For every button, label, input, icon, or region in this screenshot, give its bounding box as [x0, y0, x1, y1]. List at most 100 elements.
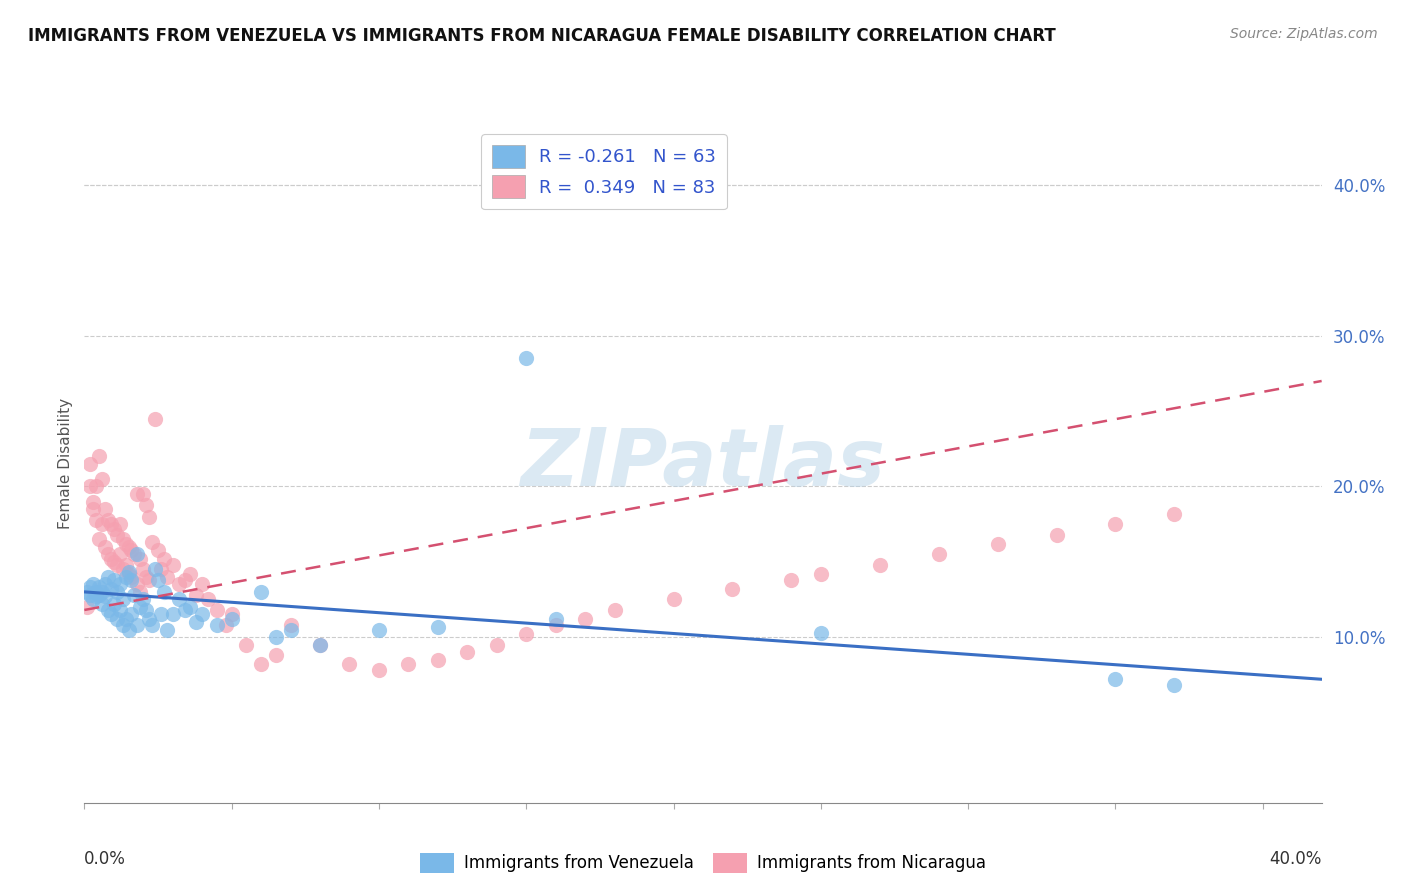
Point	[108, 577, 131, 591]
Point	[205, 603, 228, 617]
Point	[127, 577, 149, 591]
Point	[186, 588, 208, 602]
Point	[191, 607, 214, 622]
Point	[250, 585, 273, 599]
Point	[780, 573, 803, 587]
Point	[97, 570, 120, 584]
Point	[339, 657, 361, 672]
Point	[309, 638, 332, 652]
Point	[167, 592, 190, 607]
Point	[162, 607, 184, 622]
Point	[82, 577, 104, 591]
Point	[138, 509, 160, 524]
Point	[117, 566, 139, 581]
Point	[121, 542, 143, 557]
Point	[100, 517, 122, 532]
Point	[205, 618, 228, 632]
Text: 40.0%: 40.0%	[1270, 850, 1322, 868]
Point	[368, 623, 391, 637]
Point	[82, 502, 104, 516]
Point	[1163, 507, 1185, 521]
Point	[264, 648, 287, 662]
Point	[426, 619, 449, 633]
Point	[1104, 517, 1126, 532]
Point	[114, 537, 136, 551]
Point	[456, 645, 478, 659]
Point	[129, 599, 152, 614]
Point	[87, 580, 110, 594]
Point	[111, 562, 134, 576]
Point	[124, 588, 146, 602]
Point	[264, 630, 287, 644]
Point	[79, 580, 101, 594]
Point	[221, 612, 243, 626]
Point	[396, 657, 419, 672]
Point	[79, 588, 101, 602]
Point	[173, 573, 195, 587]
Point	[108, 547, 131, 561]
Y-axis label: Female Disability: Female Disability	[58, 398, 73, 530]
Point	[928, 547, 950, 561]
Point	[146, 542, 169, 557]
Point	[221, 607, 243, 622]
Point	[179, 566, 201, 581]
Point	[97, 512, 120, 526]
Point	[138, 612, 160, 626]
Point	[84, 479, 107, 493]
Point	[127, 487, 149, 501]
Point	[515, 351, 537, 366]
Point	[94, 502, 117, 516]
Point	[103, 597, 125, 611]
Text: Source: ZipAtlas.com: Source: ZipAtlas.com	[1230, 27, 1378, 41]
Point	[810, 566, 832, 581]
Point	[810, 625, 832, 640]
Point	[869, 558, 891, 572]
Point	[94, 577, 117, 591]
Point	[1104, 673, 1126, 687]
Point	[485, 638, 508, 652]
Point	[156, 570, 179, 584]
Point	[91, 517, 114, 532]
Point	[84, 512, 107, 526]
Point	[124, 547, 146, 561]
Point	[141, 535, 163, 549]
Point	[117, 623, 139, 637]
Point	[105, 558, 128, 572]
Point	[97, 547, 120, 561]
Point	[146, 573, 169, 587]
Point	[603, 603, 626, 617]
Point	[76, 599, 98, 614]
Point	[111, 618, 134, 632]
Point	[132, 592, 155, 607]
Point	[111, 532, 134, 546]
Point	[79, 479, 101, 493]
Point	[156, 623, 179, 637]
Point	[215, 618, 238, 632]
Point	[94, 590, 117, 604]
Point	[138, 573, 160, 587]
Point	[105, 527, 128, 541]
Point	[114, 558, 136, 572]
Point	[250, 657, 273, 672]
Point	[153, 585, 176, 599]
Point	[121, 607, 143, 622]
Text: ZIPatlas: ZIPatlas	[520, 425, 886, 503]
Point	[100, 551, 122, 566]
Point	[574, 612, 596, 626]
Text: IMMIGRANTS FROM VENEZUELA VS IMMIGRANTS FROM NICARAGUA FEMALE DISABILITY CORRELA: IMMIGRANTS FROM VENEZUELA VS IMMIGRANTS …	[28, 27, 1056, 45]
Point	[82, 592, 104, 607]
Point	[143, 562, 166, 576]
Point	[127, 547, 149, 561]
Point	[662, 592, 685, 607]
Point	[103, 522, 125, 536]
Point	[100, 607, 122, 622]
Point	[135, 570, 157, 584]
Point	[1163, 678, 1185, 692]
Point	[103, 555, 125, 569]
Point	[544, 612, 567, 626]
Point	[84, 585, 107, 599]
Point	[87, 450, 110, 464]
Point	[191, 577, 214, 591]
Point	[309, 638, 332, 652]
Point	[114, 570, 136, 584]
